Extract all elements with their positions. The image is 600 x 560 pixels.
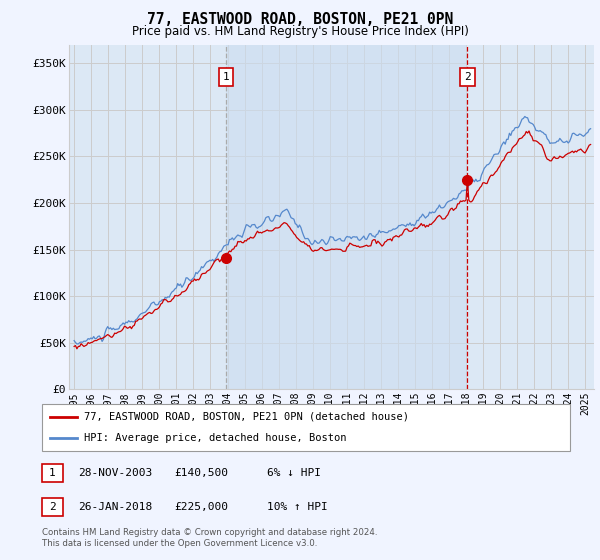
Text: 1: 1 (223, 72, 229, 82)
Text: 28-NOV-2003: 28-NOV-2003 (78, 468, 152, 478)
Text: 77, EASTWOOD ROAD, BOSTON, PE21 0PN: 77, EASTWOOD ROAD, BOSTON, PE21 0PN (147, 12, 453, 27)
Text: Contains HM Land Registry data © Crown copyright and database right 2024.
This d: Contains HM Land Registry data © Crown c… (42, 528, 377, 548)
Text: 2: 2 (464, 72, 471, 82)
Text: HPI: Average price, detached house, Boston: HPI: Average price, detached house, Bost… (84, 433, 347, 444)
Text: £225,000: £225,000 (174, 502, 228, 512)
Text: 2: 2 (49, 502, 56, 512)
Text: 10% ↑ HPI: 10% ↑ HPI (267, 502, 328, 512)
Bar (226, 45, 467, 389)
Text: 77, EASTWOOD ROAD, BOSTON, PE21 0PN (detached house): 77, EASTWOOD ROAD, BOSTON, PE21 0PN (det… (84, 412, 409, 422)
Text: Price paid vs. HM Land Registry's House Price Index (HPI): Price paid vs. HM Land Registry's House … (131, 25, 469, 38)
Text: 26-JAN-2018: 26-JAN-2018 (78, 502, 152, 512)
Text: 6% ↓ HPI: 6% ↓ HPI (267, 468, 321, 478)
Text: 1: 1 (49, 468, 56, 478)
Text: £140,500: £140,500 (174, 468, 228, 478)
